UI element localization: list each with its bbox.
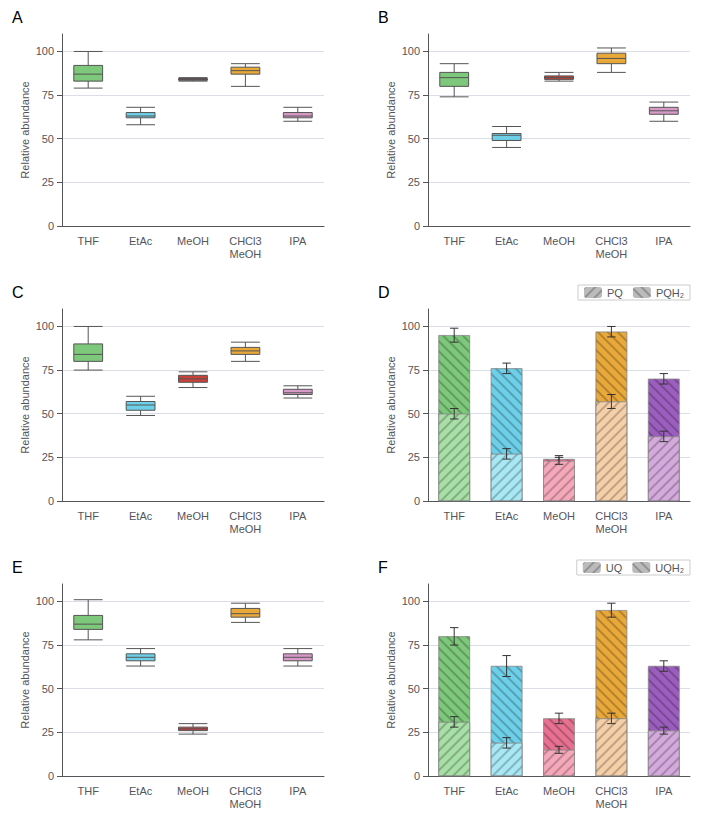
svg-text:EtAc: EtAc <box>129 235 153 247</box>
svg-text:CHCl3: CHCl3 <box>229 785 261 797</box>
svg-text:75: 75 <box>408 364 420 376</box>
svg-text:THF: THF <box>78 235 100 247</box>
svg-text:C: C <box>12 284 24 301</box>
svg-text:UQH₂: UQH₂ <box>655 562 684 574</box>
svg-text:50: 50 <box>408 408 420 420</box>
svg-text:THF: THF <box>78 510 100 522</box>
svg-text:F: F <box>378 559 388 576</box>
svg-text:75: 75 <box>408 89 420 101</box>
svg-text:50: 50 <box>42 133 54 145</box>
svg-text:A: A <box>12 9 23 26</box>
svg-text:100: 100 <box>402 45 420 57</box>
svg-text:100: 100 <box>402 320 420 332</box>
svg-text:CHCl3: CHCl3 <box>595 785 627 797</box>
svg-text:75: 75 <box>42 364 54 376</box>
svg-text:CHCl3: CHCl3 <box>229 510 261 522</box>
svg-text:Relative abundance: Relative abundance <box>19 356 31 453</box>
svg-text:THF: THF <box>444 510 466 522</box>
svg-text:MeOH: MeOH <box>596 248 628 260</box>
svg-text:50: 50 <box>408 133 420 145</box>
svg-text:100: 100 <box>36 45 54 57</box>
svg-text:0: 0 <box>48 770 54 782</box>
svg-text:25: 25 <box>408 176 420 188</box>
svg-text:100: 100 <box>36 320 54 332</box>
svg-text:D: D <box>378 284 390 301</box>
svg-text:EtAc: EtAc <box>129 785 153 797</box>
svg-text:25: 25 <box>408 451 420 463</box>
svg-text:EtAc: EtAc <box>495 235 519 247</box>
svg-text:MeOH: MeOH <box>596 798 628 810</box>
svg-text:25: 25 <box>42 176 54 188</box>
svg-text:Relative abundance: Relative abundance <box>19 631 31 728</box>
svg-text:75: 75 <box>408 639 420 651</box>
svg-text:50: 50 <box>42 683 54 695</box>
svg-text:CHCl3: CHCl3 <box>595 235 627 247</box>
svg-text:0: 0 <box>48 495 54 507</box>
svg-text:MeOH: MeOH <box>230 798 262 810</box>
svg-text:0: 0 <box>48 220 54 232</box>
svg-text:IPA: IPA <box>289 235 307 247</box>
svg-text:0: 0 <box>414 495 420 507</box>
svg-text:IPA: IPA <box>655 510 673 522</box>
svg-text:MeOH: MeOH <box>177 235 209 247</box>
svg-text:75: 75 <box>42 639 54 651</box>
svg-text:25: 25 <box>42 451 54 463</box>
svg-text:MeOH: MeOH <box>230 523 262 535</box>
svg-text:25: 25 <box>42 726 54 738</box>
svg-text:Relative abundance: Relative abundance <box>385 356 397 453</box>
svg-text:0: 0 <box>414 770 420 782</box>
svg-text:THF: THF <box>444 235 466 247</box>
svg-text:MeOH: MeOH <box>177 510 209 522</box>
svg-text:100: 100 <box>402 595 420 607</box>
svg-text:Relative abundance: Relative abundance <box>385 631 397 728</box>
svg-text:EtAc: EtAc <box>495 510 519 522</box>
svg-text:IPA: IPA <box>289 510 307 522</box>
svg-text:Relative abundance: Relative abundance <box>19 81 31 178</box>
svg-text:IPA: IPA <box>655 785 673 797</box>
svg-text:E: E <box>12 559 23 576</box>
svg-text:THF: THF <box>444 785 466 797</box>
svg-text:MeOH: MeOH <box>543 785 575 797</box>
svg-text:EtAc: EtAc <box>129 510 153 522</box>
svg-text:B: B <box>378 9 389 26</box>
svg-text:0: 0 <box>414 220 420 232</box>
svg-text:50: 50 <box>408 683 420 695</box>
svg-text:MeOH: MeOH <box>177 785 209 797</box>
svg-text:MeOH: MeOH <box>543 235 575 247</box>
svg-text:IPA: IPA <box>289 785 307 797</box>
svg-text:Relative abundance: Relative abundance <box>385 81 397 178</box>
svg-text:50: 50 <box>42 408 54 420</box>
svg-text:MeOH: MeOH <box>596 523 628 535</box>
svg-text:MeOH: MeOH <box>543 510 575 522</box>
svg-text:CHCl3: CHCl3 <box>595 510 627 522</box>
svg-text:25: 25 <box>408 726 420 738</box>
svg-text:MeOH: MeOH <box>230 248 262 260</box>
svg-text:75: 75 <box>42 89 54 101</box>
svg-text:THF: THF <box>78 785 100 797</box>
svg-text:UQ: UQ <box>606 562 623 574</box>
svg-text:EtAc: EtAc <box>495 785 519 797</box>
svg-text:PQH₂: PQH₂ <box>656 287 684 299</box>
svg-text:100: 100 <box>36 595 54 607</box>
svg-text:PQ: PQ <box>607 287 623 299</box>
svg-text:IPA: IPA <box>655 235 673 247</box>
svg-text:CHCl3: CHCl3 <box>229 235 261 247</box>
